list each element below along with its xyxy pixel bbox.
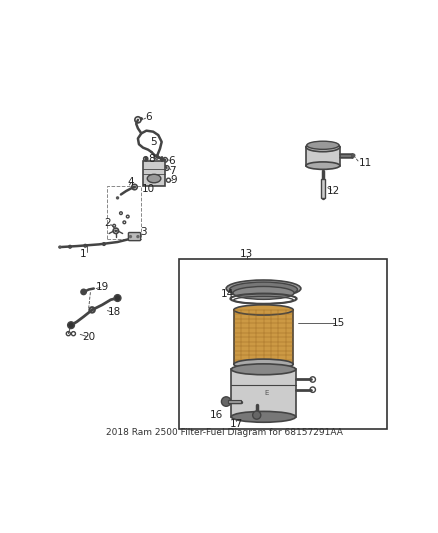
Circle shape [222,397,231,406]
Ellipse shape [230,282,297,297]
FancyBboxPatch shape [128,232,141,241]
Circle shape [67,322,74,328]
Circle shape [140,117,143,120]
Text: 9: 9 [170,175,177,185]
Ellipse shape [147,174,161,183]
Text: 2018 Ram 2500 Filter-Fuel Diagram for 68157291AA: 2018 Ram 2500 Filter-Fuel Diagram for 68… [106,428,343,437]
Ellipse shape [234,305,293,315]
Text: 13: 13 [240,249,253,259]
Bar [306,147,340,166]
Text: 18: 18 [107,306,121,317]
Ellipse shape [226,280,301,297]
Ellipse shape [231,364,296,375]
Circle shape [253,411,261,419]
Text: 8: 8 [148,154,155,164]
Text: 14: 14 [221,288,234,298]
Circle shape [81,289,86,295]
Bar [321,179,325,198]
Text: 7: 7 [170,166,176,176]
Text: 3: 3 [140,227,146,237]
Text: 10: 10 [141,184,155,193]
Text: 5: 5 [150,137,156,147]
Text: E: E [265,390,269,396]
Text: 6: 6 [145,112,152,123]
Circle shape [58,245,61,249]
Text: 19: 19 [95,282,109,292]
Ellipse shape [231,411,296,422]
Ellipse shape [306,142,340,152]
Bar [234,310,293,364]
Ellipse shape [306,162,340,169]
Text: 2: 2 [104,219,111,228]
Circle shape [116,196,119,199]
Text: 16: 16 [209,410,223,420]
Bar [231,369,296,417]
Bar [179,259,387,429]
Ellipse shape [234,359,293,369]
Circle shape [114,295,121,302]
Text: 20: 20 [82,332,95,342]
Ellipse shape [307,141,339,149]
Bar [143,160,165,186]
Circle shape [129,235,132,238]
Text: 11: 11 [359,158,372,168]
Text: 4: 4 [128,176,134,187]
Circle shape [136,235,140,238]
Circle shape [114,229,117,232]
Ellipse shape [233,286,294,300]
Bar [107,186,141,239]
Circle shape [321,167,325,171]
Circle shape [133,185,136,188]
Text: 17: 17 [230,418,243,429]
Text: 6: 6 [169,156,175,166]
Text: 1: 1 [80,249,87,259]
Bar [228,400,241,403]
Circle shape [351,154,356,157]
Text: 15: 15 [332,319,345,328]
Text: 12: 12 [326,186,340,196]
